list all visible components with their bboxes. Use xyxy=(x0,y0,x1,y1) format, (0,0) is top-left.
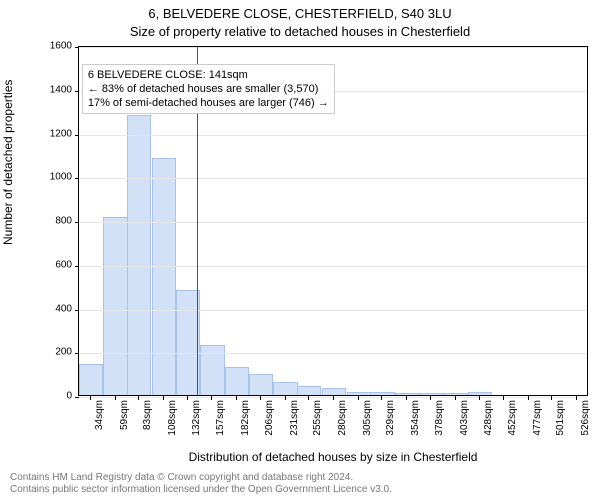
gridline xyxy=(79,266,587,267)
annotation-box: 6 BELVEDERE CLOSE: 141sqm← 83% of detach… xyxy=(82,64,335,115)
x-tick-label: 477sqm xyxy=(532,400,543,436)
y-tick-label: 1400 xyxy=(22,84,72,95)
histogram-bar xyxy=(419,393,443,395)
histogram-bar xyxy=(249,374,273,395)
y-tick-mark xyxy=(75,135,79,136)
histogram-bar xyxy=(79,364,103,395)
x-tick-label: 206sqm xyxy=(264,400,275,436)
x-tick-mark xyxy=(260,396,261,400)
histogram-bar xyxy=(273,382,297,395)
x-tick-label: 452sqm xyxy=(507,400,518,436)
x-tick-mark xyxy=(308,396,309,400)
histogram-bar xyxy=(347,392,371,395)
x-tick-label: 157sqm xyxy=(215,400,226,436)
histogram-bar xyxy=(297,386,321,395)
gridline xyxy=(79,178,587,179)
x-tick-mark xyxy=(503,396,504,400)
y-tick-label: 1600 xyxy=(22,41,72,52)
x-tick-mark xyxy=(455,396,456,400)
x-tick-mark xyxy=(211,396,212,400)
x-tick-label: 132sqm xyxy=(191,400,202,436)
histogram-bar xyxy=(443,393,467,395)
x-tick-mark xyxy=(285,396,286,400)
x-tick-mark xyxy=(406,396,407,400)
gridline xyxy=(79,353,587,354)
histogram-chart: 6, BELVEDERE CLOSE, CHESTERFIELD, S40 3L… xyxy=(0,0,600,500)
x-tick-label: 182sqm xyxy=(240,400,251,436)
y-tick-label: 200 xyxy=(22,347,72,358)
y-tick-mark xyxy=(75,266,79,267)
x-tick-mark xyxy=(576,396,577,400)
gridline xyxy=(79,47,587,48)
x-axis-label: Distribution of detached houses by size … xyxy=(78,450,588,464)
histogram-bar xyxy=(370,392,394,395)
y-tick-mark xyxy=(75,178,79,179)
gridline xyxy=(79,222,587,223)
y-tick-label: 600 xyxy=(22,259,72,270)
y-tick-mark xyxy=(75,91,79,92)
y-tick-label: 1000 xyxy=(22,172,72,183)
y-tick-label: 800 xyxy=(22,216,72,227)
y-tick-mark xyxy=(75,222,79,223)
x-tick-label: 59sqm xyxy=(119,400,130,430)
x-tick-mark xyxy=(479,396,480,400)
annotation-line: ← 83% of detached houses are smaller (3,… xyxy=(88,82,329,96)
x-tick-label: 34sqm xyxy=(94,400,105,430)
footer-line1: Contains HM Land Registry data © Crown c… xyxy=(10,472,392,484)
footer-line2: Contains public sector information licen… xyxy=(10,484,392,496)
x-tick-label: 526sqm xyxy=(580,400,591,436)
x-tick-mark xyxy=(430,396,431,400)
histogram-bar xyxy=(152,158,176,395)
x-tick-label: 501sqm xyxy=(555,400,566,436)
x-tick-mark xyxy=(528,396,529,400)
y-tick-label: 0 xyxy=(22,391,72,402)
histogram-bar xyxy=(103,217,127,395)
x-tick-mark xyxy=(236,396,237,400)
x-tick-mark xyxy=(163,396,164,400)
histogram-bar xyxy=(395,393,419,395)
footer-attribution: Contains HM Land Registry data © Crown c… xyxy=(10,472,392,496)
gridline xyxy=(79,310,587,311)
x-tick-mark xyxy=(187,396,188,400)
y-tick-label: 1200 xyxy=(22,128,72,139)
annotation-line: 6 BELVEDERE CLOSE: 141sqm xyxy=(88,68,329,82)
chart-title-line2: Size of property relative to detached ho… xyxy=(0,24,600,39)
histogram-bar xyxy=(322,388,346,395)
x-tick-mark xyxy=(90,396,91,400)
histogram-bar xyxy=(468,392,492,395)
x-tick-label: 329sqm xyxy=(385,400,396,436)
x-tick-mark xyxy=(138,396,139,400)
x-tick-label: 378sqm xyxy=(434,400,445,436)
x-tick-label: 305sqm xyxy=(362,400,373,436)
y-tick-mark xyxy=(75,310,79,311)
x-tick-mark xyxy=(551,396,552,400)
histogram-bar xyxy=(225,367,249,395)
x-tick-mark xyxy=(381,396,382,400)
gridline xyxy=(79,135,587,136)
x-tick-label: 354sqm xyxy=(410,400,421,436)
x-tick-mark xyxy=(333,396,334,400)
x-tick-mark xyxy=(358,396,359,400)
y-axis-label: Number of detached properties xyxy=(1,80,15,245)
x-tick-label: 83sqm xyxy=(142,400,153,430)
x-tick-mark xyxy=(115,396,116,400)
annotation-line: 17% of semi-detached houses are larger (… xyxy=(88,96,329,110)
x-tick-label: 403sqm xyxy=(459,400,470,436)
x-tick-label: 108sqm xyxy=(167,400,178,436)
y-tick-mark xyxy=(75,353,79,354)
y-tick-label: 400 xyxy=(22,303,72,314)
x-tick-label: 428sqm xyxy=(483,400,494,436)
x-tick-label: 231sqm xyxy=(289,400,300,436)
x-tick-label: 280sqm xyxy=(337,400,348,436)
histogram-bar xyxy=(200,345,224,395)
x-tick-label: 255sqm xyxy=(312,400,323,436)
chart-title-line1: 6, BELVEDERE CLOSE, CHESTERFIELD, S40 3L… xyxy=(0,6,600,21)
y-tick-mark xyxy=(75,47,79,48)
